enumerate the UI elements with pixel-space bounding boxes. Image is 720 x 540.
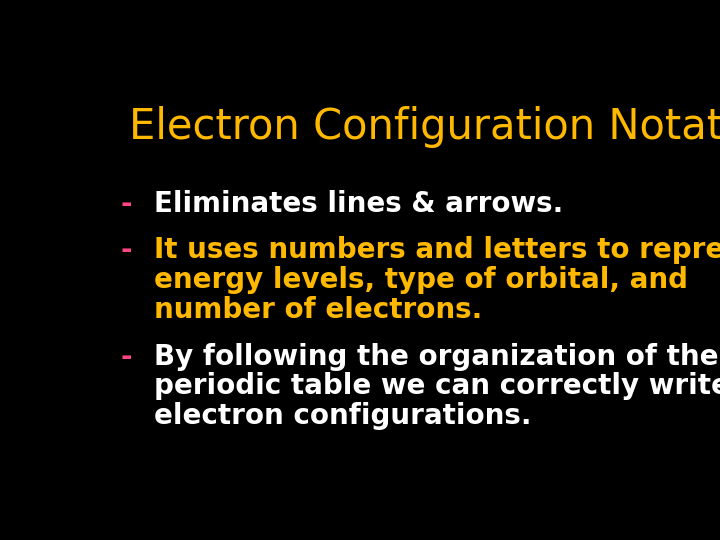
Text: By following the organization of the: By following the organization of the [154,342,719,370]
Text: -: - [121,190,132,218]
Text: Electron Configuration Notation: Electron Configuration Notation [129,106,720,148]
Text: number of electrons.: number of electrons. [154,296,482,324]
Text: periodic table we can correctly write: periodic table we can correctly write [154,373,720,401]
Text: electron configurations.: electron configurations. [154,402,531,430]
Text: -: - [121,236,132,264]
Text: energy levels, type of orbital, and: energy levels, type of orbital, and [154,266,688,294]
Text: Eliminates lines & arrows.: Eliminates lines & arrows. [154,190,564,218]
Text: -: - [121,342,132,370]
Text: It uses numbers and letters to represent: It uses numbers and letters to represent [154,236,720,264]
